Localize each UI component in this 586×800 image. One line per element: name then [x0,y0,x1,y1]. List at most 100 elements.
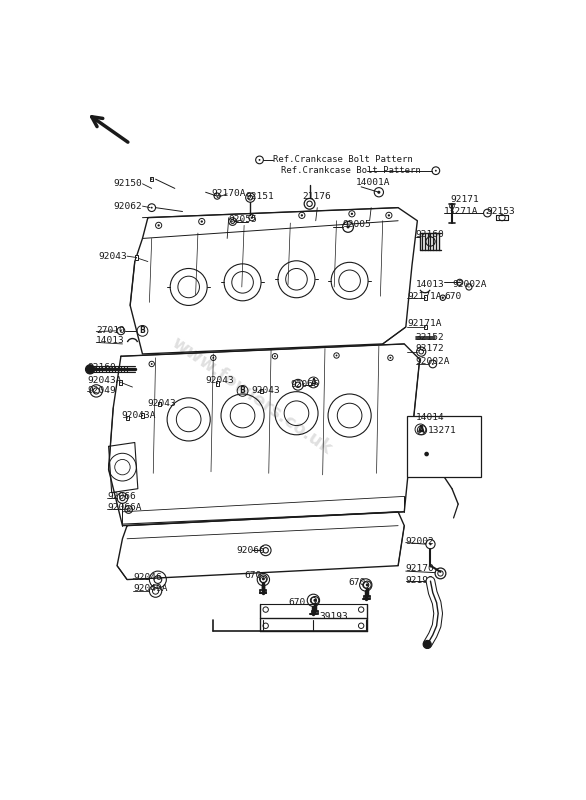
Circle shape [216,195,218,197]
Text: 13271A: 13271A [444,207,478,216]
Text: 92049A: 92049A [133,584,168,594]
Text: 92002A: 92002A [416,357,450,366]
Text: 14014: 14014 [416,414,445,422]
Text: 92153: 92153 [486,207,515,216]
Text: 92043: 92043 [206,377,234,386]
Text: 92160: 92160 [87,362,116,371]
Circle shape [442,297,444,299]
Circle shape [120,382,122,383]
Text: 92170: 92170 [406,564,435,574]
Circle shape [159,403,160,405]
Text: 32152: 32152 [416,333,445,342]
Circle shape [151,178,152,180]
Circle shape [424,640,431,648]
Circle shape [274,355,276,357]
Bar [158,402,161,406]
Text: 92171A: 92171A [407,293,442,302]
Text: 92055: 92055 [229,214,257,224]
Text: 21176: 21176 [302,192,332,201]
Text: 92043A: 92043A [87,377,121,386]
Circle shape [346,226,350,229]
Circle shape [432,363,434,365]
Text: 92151: 92151 [246,192,274,201]
Bar [424,325,427,330]
Text: 92170A: 92170A [212,189,246,198]
Text: 92005: 92005 [343,220,372,229]
Text: 92049: 92049 [87,386,116,395]
Bar [150,177,154,182]
Text: A: A [311,378,316,387]
Text: 92043A: 92043A [121,411,155,420]
Circle shape [151,206,152,209]
Text: Ref.Crankcase Bolt Pattern: Ref.Crankcase Bolt Pattern [281,166,421,175]
Bar [135,255,138,260]
Text: Ref.Crankcase Bolt Pattern: Ref.Crankcase Bolt Pattern [274,155,413,165]
Text: 92002A: 92002A [452,280,486,289]
Text: 92171A: 92171A [407,319,442,329]
Text: 92062: 92062 [114,202,142,210]
Text: 14013: 14013 [416,280,445,289]
Text: 13271: 13271 [427,426,456,434]
Text: 670: 670 [348,578,365,587]
Text: 14013: 14013 [96,336,125,346]
Circle shape [216,382,218,384]
Text: www.fowlers.co.uk: www.fowlers.co.uk [168,334,335,458]
Text: 670: 670 [244,571,261,580]
Circle shape [486,212,488,214]
Text: 92066: 92066 [290,380,319,390]
Circle shape [459,282,461,283]
Text: 92043: 92043 [148,399,176,409]
Text: 92066A: 92066A [107,503,142,513]
Circle shape [120,330,122,332]
Text: B: B [240,386,246,395]
Circle shape [468,286,469,288]
Text: 92171: 92171 [451,195,479,205]
Text: 92191: 92191 [406,576,435,585]
Text: B: B [139,326,145,335]
Bar [216,381,219,386]
Text: 92160: 92160 [416,230,445,239]
Circle shape [424,326,426,328]
Circle shape [151,363,152,365]
Circle shape [142,414,143,416]
Circle shape [314,599,316,602]
Text: 92066: 92066 [236,546,265,555]
Circle shape [435,170,437,172]
Circle shape [135,257,137,258]
Circle shape [158,224,160,226]
Bar [120,380,122,385]
Text: 92002: 92002 [406,537,435,546]
Text: 27010: 27010 [96,326,125,334]
Text: 39193: 39193 [319,612,348,621]
Circle shape [251,217,253,219]
Circle shape [424,452,429,456]
Bar [260,389,263,394]
Circle shape [390,357,391,358]
Circle shape [424,297,426,298]
Bar [424,295,427,300]
Text: 670: 670 [444,293,462,302]
Circle shape [388,214,390,217]
Circle shape [86,365,95,374]
Circle shape [262,578,265,580]
Bar [125,415,128,420]
Text: 14001A: 14001A [356,178,390,186]
Text: 92043: 92043 [252,386,281,394]
Text: 92046: 92046 [133,573,162,582]
Text: 670: 670 [289,598,306,607]
Circle shape [430,543,432,546]
Circle shape [200,220,203,222]
Text: 92150: 92150 [114,179,142,188]
Circle shape [377,190,380,194]
Text: 92066: 92066 [107,492,136,501]
Text: A: A [417,425,423,434]
Text: A: A [419,426,425,434]
Circle shape [351,213,353,215]
Circle shape [366,583,369,586]
Text: 92172: 92172 [416,344,445,353]
Bar [141,414,144,418]
Circle shape [212,357,214,358]
Circle shape [301,214,303,217]
Circle shape [336,354,338,357]
Text: 92043: 92043 [98,252,127,261]
